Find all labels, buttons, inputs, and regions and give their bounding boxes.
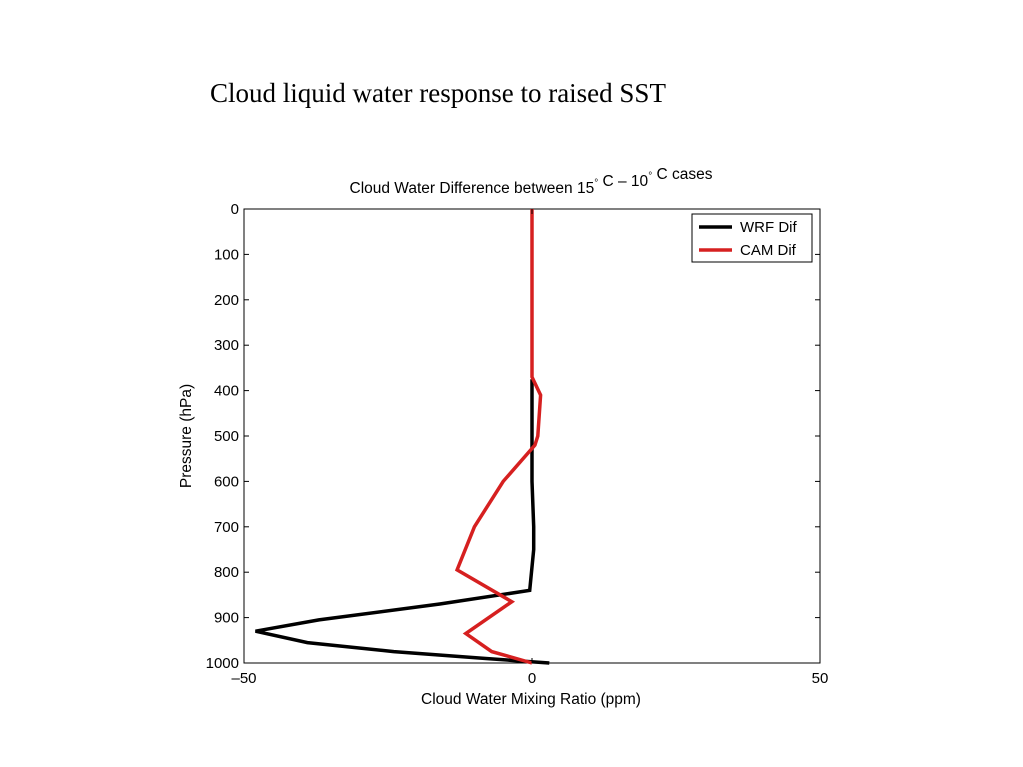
y-axis-label: Pressure (hPa) [178,384,195,488]
x-tick-label: 50 [812,670,829,687]
y-tick-label: 800 [214,564,239,581]
legend-label: CAM Dif [740,242,797,259]
y-tick-label: 900 [214,610,239,627]
y-tick-label: 100 [214,246,239,263]
x-tick-label: 0 [528,670,536,687]
series-layer [255,209,550,665]
y-tick-label: 400 [214,383,239,400]
legend-box [691,213,813,263]
y-tick-label: 300 [214,337,239,354]
y-tick-label: 700 [214,519,239,536]
y-tick-label: 500 [214,428,239,445]
series-line-cam [454,209,543,665]
slide-title: Cloud liquid water response to raised SS… [210,78,666,108]
chart-title: Cloud Water Difference between 15° C – 1… [350,166,713,197]
tick-layer: 0 100 200 300 400 500 600 700 800 900 1000–50 0 50 [206,201,829,687]
y-tick-label: 0 [231,201,239,218]
y-tick-label: 600 [214,473,239,490]
x-axis-label: Cloud Water Mixing Ratio (ppm) [421,691,641,708]
legend: WRF Dif CAM Dif [691,213,813,263]
y-tick-label: 1000 [206,655,239,672]
x-tick-label: –50 [231,670,256,687]
legend-label: WRF Dif [740,219,797,236]
series-line-wrf [255,379,550,665]
y-tick-label: 200 [214,292,239,309]
